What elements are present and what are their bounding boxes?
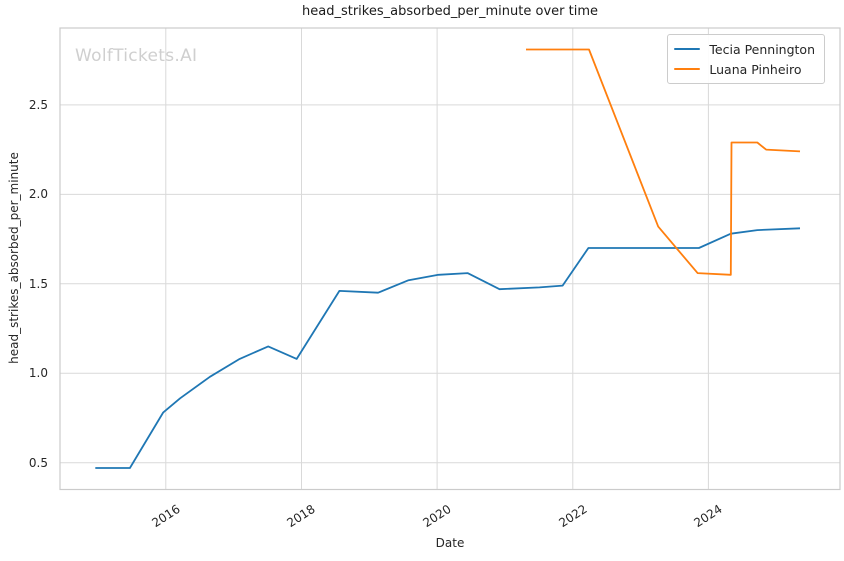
series-line-tecia-pennington — [95, 227, 801, 469]
x-axis-label: Date — [435, 536, 465, 550]
legend: Tecia Pennington Luana Pinheiro — [667, 34, 825, 84]
legend-item-tecia-pennington: Tecia Pennington — [674, 39, 815, 59]
y-tick-label: 0.5 — [28, 455, 48, 470]
legend-line-swatch-orange — [674, 68, 701, 70]
series-line-luana-pinheiro — [526, 48, 801, 276]
legend-label: Tecia Pennington — [709, 41, 815, 57]
y-axis-label: head_strikes_absorbed_per_minute — [7, 152, 21, 364]
y-tick-label: 2.0 — [28, 187, 48, 202]
legend-label: Luana Pinheiro — [709, 61, 802, 77]
y-tick-label: 2.5 — [28, 97, 48, 112]
y-tick-label: 1.5 — [28, 276, 48, 291]
chart-title: head_strikes_absorbed_per_minute over ti… — [302, 4, 598, 19]
watermark: WolfTickets.AI — [75, 46, 198, 66]
y-tick-label: 1.0 — [28, 366, 48, 381]
plot-border — [59, 27, 841, 491]
legend-item-luana-pinheiro: Luana Pinheiro — [674, 59, 815, 79]
legend-line-swatch-blue — [674, 48, 701, 50]
